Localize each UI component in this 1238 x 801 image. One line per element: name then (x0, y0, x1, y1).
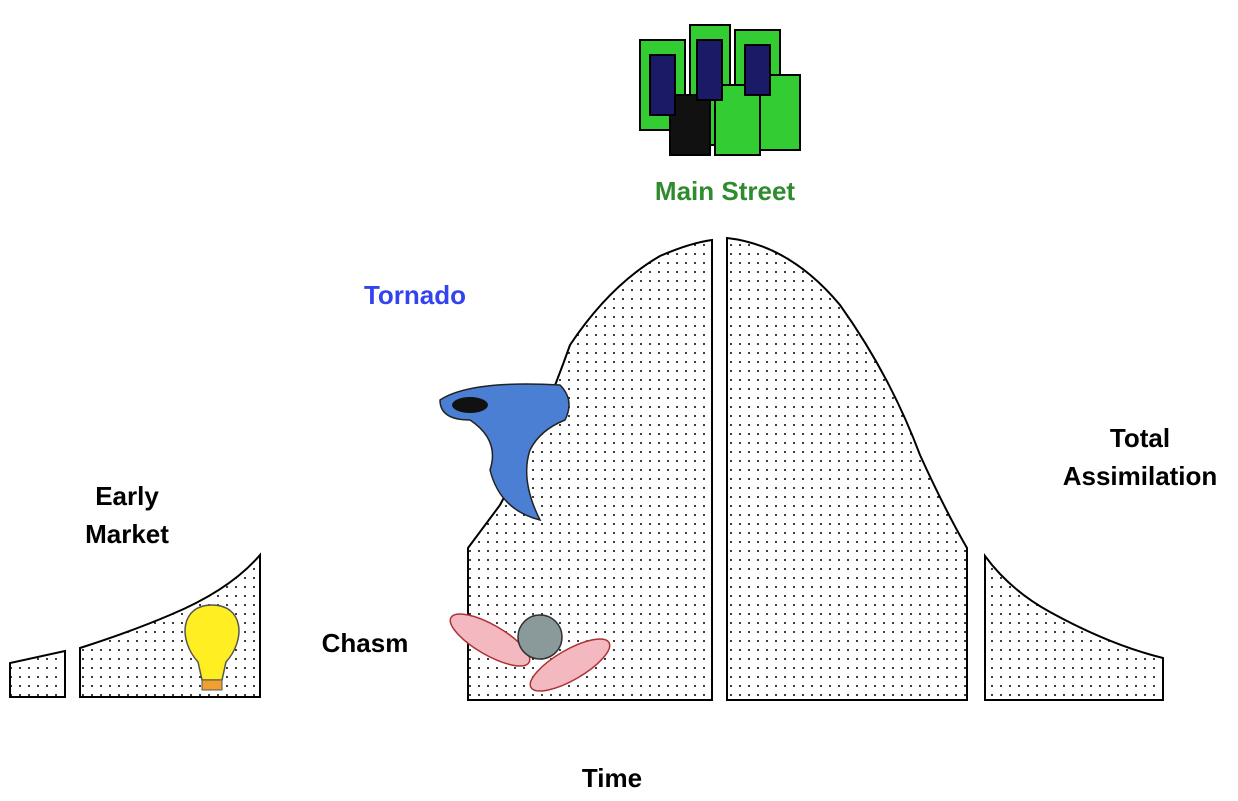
label-main-street: Main Street (655, 176, 795, 206)
label-total-assimilation: Assimilation (1063, 461, 1218, 491)
city-icon (640, 25, 800, 155)
diagram: Main Street Tornado Total Assimilation E… (0, 0, 1238, 801)
label-chasm: Chasm (322, 628, 409, 658)
curve-segment (10, 651, 65, 697)
curve-segment (727, 238, 967, 700)
label-early-market: Early (95, 481, 159, 511)
label-total-assimilation: Total (1110, 423, 1170, 453)
label-time: Time (582, 763, 642, 793)
label-tornado: Tornado (364, 280, 466, 310)
label-early-market: Market (85, 519, 169, 549)
curve-segment (985, 556, 1163, 700)
